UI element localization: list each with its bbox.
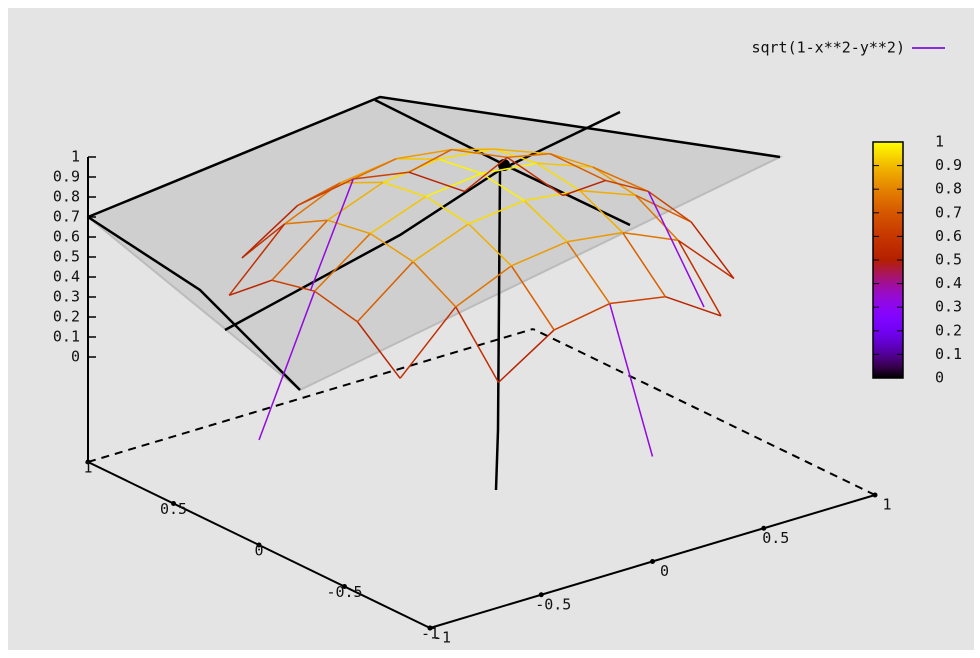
surface-segment: [456, 307, 499, 383]
colorbar-tick-label: 0.7: [935, 203, 962, 221]
legend-label: sqrt(1-x**2-y**2): [751, 39, 905, 57]
colorbar-tick-label: 0: [935, 369, 944, 387]
colorbar-tick-label: 0.9: [935, 156, 962, 174]
z-tick-label: 0.3: [53, 288, 80, 306]
colorbar-tick-label: 0.1: [935, 345, 962, 363]
y-tick-label: 1: [882, 496, 891, 514]
z-tick-label: 0.4: [53, 268, 80, 286]
y-tick-label: 0.5: [762, 529, 789, 547]
surface-segment: [610, 297, 666, 304]
colorbar-tick-label: 0.2: [935, 321, 962, 339]
surface-segment: [554, 304, 610, 330]
chart: sqrt(1-x**2-y**2) 0 0.1 0.2 0.3 0.4 0.5 0.6 0.7…: [0, 0, 980, 658]
colorbar-tick-label: 0.6: [935, 227, 962, 245]
y-tick: [428, 626, 433, 631]
y-tick-label: -0.5: [535, 595, 571, 613]
z-tick-label: 0.7: [53, 208, 80, 226]
surface-segment: [648, 191, 704, 307]
y-tick: [650, 559, 655, 564]
z-tick-label: 1: [71, 148, 80, 166]
z-tick-label: 0: [71, 348, 80, 366]
overlay-plane: [88, 97, 780, 490]
x-tick-label: 0.5: [160, 500, 187, 518]
x-tick-label: 0: [254, 542, 263, 560]
x-tick-label: 1: [83, 459, 92, 477]
x-tick-label: -0.5: [326, 583, 362, 601]
surface-segment: [678, 240, 721, 316]
y-tick: [873, 493, 878, 498]
z-tick-label: 0.6: [53, 228, 80, 246]
z-tick-label: 0.5: [53, 248, 80, 266]
axis-line: [533, 329, 875, 495]
colorbar-tick-label: 0.8: [935, 180, 962, 198]
y-tick-label: 0: [660, 562, 669, 580]
y-tick-label: -1: [433, 629, 451, 647]
colorbar-tick-label: 1: [935, 133, 944, 151]
surface-segment: [678, 240, 734, 278]
surface-segment: [623, 233, 666, 297]
z-tick-label: 0.1: [53, 328, 80, 346]
colorbar-tick-label: 0.4: [935, 274, 962, 292]
colorbar-tick-label: 0.3: [935, 298, 962, 316]
z-tick-label: 0.9: [53, 168, 80, 186]
surface-segment: [610, 304, 653, 457]
colorbar-tick-label: 0.5: [935, 251, 962, 269]
surface-segment: [691, 222, 734, 279]
z-tick-label: 0.2: [53, 308, 80, 326]
z-tick-label: 0.8: [53, 188, 80, 206]
surface-segment: [665, 297, 721, 316]
